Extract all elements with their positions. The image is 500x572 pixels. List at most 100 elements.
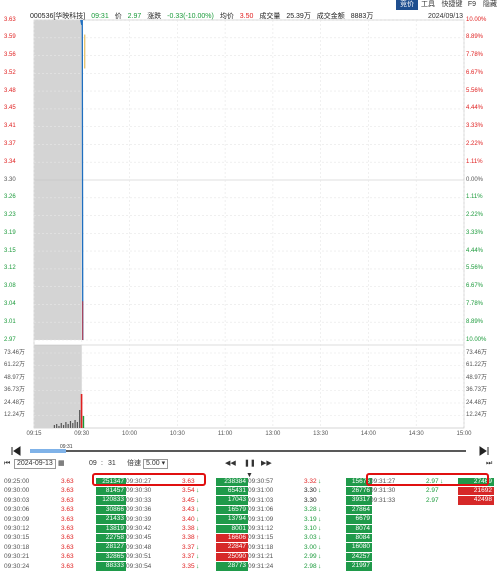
- trade-price: 2.97: [426, 487, 439, 495]
- tab-auction[interactable]: 竞价: [396, 0, 418, 10]
- y-tick-price: 3.34: [4, 158, 16, 165]
- trade-volume: 251347: [96, 477, 126, 486]
- y-tick-price: 3.15: [4, 247, 16, 254]
- trade-time: 09:30:18: [4, 543, 30, 551]
- arrow-down-icon: ↓: [196, 553, 200, 561]
- skip-end-button-icon[interactable]: ⏭: [486, 460, 493, 467]
- y-tick-percent: 4.44%: [466, 105, 484, 112]
- trade-price: 2.98: [304, 562, 317, 570]
- trade-volume: 88333: [96, 562, 126, 571]
- avg-value: 3.50: [239, 13, 254, 20]
- trade-time: 09:30:39: [126, 515, 152, 523]
- y-tick-percent: 1.11%: [466, 158, 483, 165]
- y-tick-percent: 2.22%: [466, 212, 484, 219]
- tab-hide[interactable]: 隐藏: [483, 1, 497, 8]
- y-tick-volume-right: 12.24万: [466, 412, 488, 418]
- y-tick-percent: 5.56%: [466, 87, 484, 94]
- trade-price: 3.00: [304, 543, 317, 551]
- trade-time: 09:31:30: [370, 487, 396, 495]
- trade-time: 09:30:27: [126, 478, 152, 485]
- trade-time: 09:30:42: [126, 525, 152, 532]
- trade-price: 3.37: [182, 553, 195, 561]
- date-field[interactable]: 2024-09-13: [14, 459, 56, 469]
- step-back-icon[interactable]: ◀◀: [225, 460, 236, 467]
- trade-time: 09:31:24: [248, 562, 274, 570]
- highlight-box-1: [92, 473, 206, 486]
- y-tick-percent: 2.22%: [466, 140, 484, 147]
- timeline-scrubber[interactable]: 09:31: [0, 444, 500, 458]
- y-tick-price: 3.08: [4, 283, 16, 290]
- y-tick-volume-right: 24.48万: [466, 399, 488, 406]
- trade-price: 3.63: [61, 525, 74, 532]
- tab-shortcuts[interactable]: 快捷键: [441, 1, 463, 8]
- minute-field[interactable]: 31: [108, 460, 116, 467]
- avg-label: 均价: [219, 13, 234, 20]
- trade-price: 3.63: [61, 506, 74, 514]
- trade-time: 09:31:27: [370, 478, 396, 485]
- trade-price: 3.28: [304, 506, 317, 514]
- trade-price: 3.10: [304, 525, 317, 532]
- trade-price: 3.63: [61, 553, 74, 561]
- trade-volume: 15676: [346, 477, 372, 486]
- trade-volume: 81457: [96, 486, 126, 496]
- scrub-time: 09:31: [60, 444, 73, 450]
- trade-volume: 21433: [96, 515, 126, 524]
- volume-value: 25.39万: [286, 13, 311, 20]
- trade-time: 09:31:03: [248, 496, 274, 504]
- x-tick-time: 10:30: [169, 431, 185, 437]
- trade-price: 3.38: [182, 525, 195, 532]
- trade-time: 09:31:00: [248, 487, 274, 495]
- trade-volume: 26776: [346, 486, 372, 496]
- trade-price: 2.99: [304, 553, 317, 561]
- plot-frame: [33, 19, 465, 429]
- trade-volume: 238384: [216, 477, 248, 486]
- trade-volume: 16579: [216, 505, 248, 515]
- arrow-down-icon: ↓: [196, 496, 200, 504]
- tab-tools[interactable]: 工具: [421, 1, 435, 8]
- trade-price: 3.32: [304, 478, 317, 485]
- arrow-down-icon: ↓: [318, 534, 322, 542]
- trade-time: 09:30:09: [4, 515, 30, 523]
- y-tick-price: 3.59: [4, 34, 16, 41]
- trade-time: 09:31:15: [248, 534, 274, 542]
- highlight-box-2: [366, 473, 489, 486]
- trade-volume: 32865: [96, 552, 126, 562]
- open-volume-bar: [80, 394, 83, 428]
- intraday-chart[interactable]: [0, 0, 500, 444]
- y-tick-percent: 7.78%: [466, 300, 484, 307]
- trade-time: 09:30:48: [126, 543, 152, 551]
- trade-price: 3.30: [304, 487, 317, 495]
- trade-volume: 8084: [346, 533, 372, 543]
- volume-label: 成交量: [259, 13, 281, 20]
- trade-volume: 22758: [96, 533, 126, 543]
- y-tick-price: 3.01: [4, 318, 16, 325]
- speed-select[interactable]: 5.00 ▾: [143, 459, 169, 469]
- x-tick-time: 10:00: [122, 431, 138, 437]
- y-tick-percent: 6.67%: [466, 69, 484, 76]
- amount-label: 成交金额: [316, 13, 345, 20]
- y-tick-price: 3.23: [4, 212, 16, 219]
- y-tick-price: 3.26: [4, 194, 16, 201]
- hour-field[interactable]: 09: [89, 460, 97, 467]
- arrow-down-icon: ↓: [196, 543, 200, 551]
- trade-time: 09:31:12: [248, 525, 274, 532]
- auction-volume-bar: [72, 423, 74, 428]
- arrow-down-icon: ↓: [318, 543, 322, 551]
- y-tick-price: 3.19: [4, 229, 16, 236]
- trade-price: 3.37: [182, 543, 195, 551]
- trade-volume: 16080: [346, 543, 372, 552]
- trade-price: 3.63: [61, 487, 74, 495]
- trade-price: 2.97: [426, 496, 439, 504]
- step-forward-icon[interactable]: ▶▶: [261, 460, 272, 467]
- pause-icon[interactable]: ❚❚: [244, 460, 256, 467]
- trade-price: 3.63: [61, 534, 74, 542]
- trade-time: 09:31:06: [248, 506, 274, 514]
- playback-controls: ⏮ 2024-09-13 ▦ 09:31 倍速 5.00 ▾ ◀◀ ❚❚ ▶▶ ▼ ⏭: [0, 458, 500, 479]
- rewind-start-icon[interactable]: ⏮: [4, 460, 11, 467]
- trade-price: 3.45: [182, 496, 195, 504]
- calendar-icon[interactable]: ▦: [58, 460, 65, 467]
- trade-ticks-table: 09:25:00 3.63 251347 09:30:00 3.63 81457 09:30…: [0, 473, 500, 572]
- tab-f9[interactable]: F9: [467, 1, 477, 8]
- trade-price: 3.63: [182, 478, 195, 485]
- y-tick-volume-right: 73.46万: [466, 349, 488, 356]
